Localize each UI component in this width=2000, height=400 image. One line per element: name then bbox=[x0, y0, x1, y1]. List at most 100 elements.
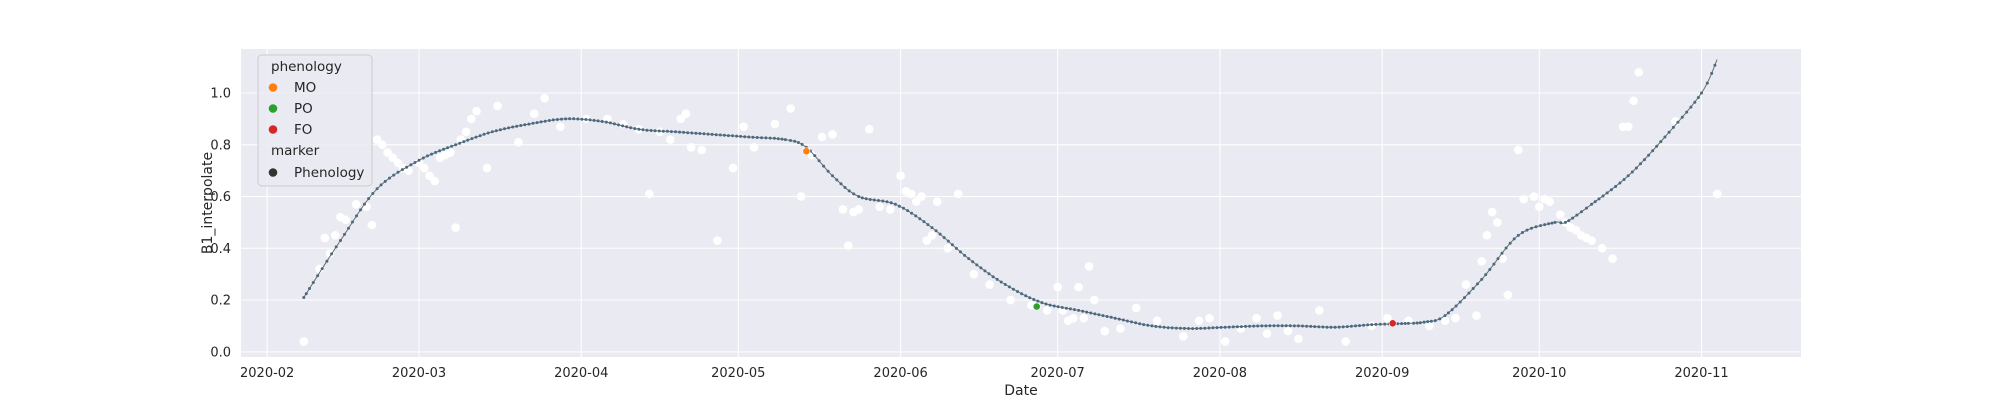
raw-point bbox=[446, 148, 455, 157]
curve-point bbox=[1215, 326, 1219, 330]
curve-point bbox=[826, 169, 830, 173]
curve-point bbox=[1634, 166, 1638, 170]
curve-point bbox=[1580, 210, 1583, 214]
raw-point bbox=[927, 231, 937, 240]
raw-point bbox=[728, 163, 738, 173]
curve-point bbox=[1305, 324, 1309, 328]
raw-point bbox=[713, 236, 722, 245]
raw-point bbox=[1498, 254, 1507, 263]
raw-point bbox=[843, 241, 853, 251]
curve-point bbox=[1077, 308, 1081, 312]
curve-point bbox=[450, 144, 454, 148]
curve-point bbox=[1325, 325, 1329, 329]
curve-point bbox=[1244, 324, 1247, 328]
curve-point bbox=[1396, 322, 1400, 326]
curve-point bbox=[531, 121, 535, 125]
curve-point bbox=[682, 130, 686, 134]
curve-point bbox=[555, 118, 559, 121]
curve-point bbox=[325, 259, 329, 263]
curve-point bbox=[470, 137, 474, 141]
raw-point bbox=[749, 143, 759, 152]
curve-point bbox=[458, 141, 462, 145]
curve-point bbox=[731, 134, 734, 138]
curve-point bbox=[1618, 181, 1622, 185]
curve-point bbox=[560, 117, 563, 121]
curve-point bbox=[600, 120, 604, 123]
curve-point bbox=[1516, 233, 1520, 237]
curve-point bbox=[625, 125, 629, 129]
curve-point bbox=[421, 156, 425, 160]
curve-point bbox=[914, 214, 918, 218]
curve-point bbox=[1403, 322, 1407, 325]
curve-point bbox=[1663, 135, 1667, 139]
curve-point bbox=[1301, 324, 1304, 328]
curve-point bbox=[302, 296, 306, 299]
curve-point bbox=[1559, 221, 1563, 225]
raw-point bbox=[1519, 194, 1528, 204]
curve-point bbox=[1643, 158, 1646, 162]
curve-point bbox=[1593, 200, 1597, 204]
raw-point bbox=[1477, 256, 1486, 266]
raw-point bbox=[1503, 290, 1513, 300]
curve-point bbox=[1195, 327, 1199, 330]
curve-point bbox=[535, 121, 539, 125]
curve-point bbox=[735, 134, 739, 138]
curve-point bbox=[572, 117, 576, 121]
curve-point bbox=[1162, 325, 1166, 329]
curve-point bbox=[1349, 324, 1353, 328]
curve-point bbox=[1626, 174, 1630, 178]
curve-point bbox=[706, 132, 710, 136]
curve-point bbox=[1534, 225, 1538, 229]
curve-point bbox=[847, 189, 851, 193]
curve-point bbox=[1341, 325, 1345, 329]
curve-point bbox=[1454, 304, 1458, 308]
legend-box bbox=[257, 54, 373, 187]
raw-point bbox=[325, 249, 335, 258]
curve-point bbox=[1446, 311, 1450, 315]
curve-point bbox=[375, 187, 379, 191]
raw-point bbox=[896, 171, 905, 181]
raw-point bbox=[556, 122, 565, 131]
curve-point bbox=[967, 257, 971, 261]
legend-label-mo: MO bbox=[294, 80, 316, 96]
raw-point bbox=[828, 130, 837, 139]
curve-point bbox=[942, 236, 946, 240]
raw-point bbox=[864, 124, 874, 134]
curve-point bbox=[1048, 303, 1052, 307]
curve-point bbox=[1052, 304, 1056, 308]
raw-point bbox=[1152, 316, 1162, 326]
curve-point bbox=[1630, 170, 1634, 174]
raw-point bbox=[1131, 303, 1141, 313]
curve-point bbox=[1256, 324, 1260, 328]
curve-point bbox=[1085, 310, 1089, 314]
curve-point bbox=[877, 199, 880, 202]
legend-dot-mo bbox=[268, 83, 278, 92]
curve-point bbox=[963, 253, 967, 257]
curve-point bbox=[1345, 325, 1349, 329]
raw-point bbox=[482, 163, 492, 173]
curve-point bbox=[1187, 327, 1190, 330]
curve-point bbox=[1492, 262, 1496, 266]
curve-point bbox=[641, 128, 645, 132]
curve-point bbox=[413, 161, 417, 164]
curve-point bbox=[975, 263, 979, 267]
curve-point bbox=[1563, 220, 1567, 224]
curve-point bbox=[400, 168, 404, 172]
raw-point bbox=[383, 148, 392, 157]
raw-point bbox=[388, 153, 398, 163]
curve-point bbox=[755, 136, 759, 139]
raw-point bbox=[1283, 326, 1293, 336]
curve-point bbox=[1288, 324, 1292, 328]
curve-point bbox=[1585, 206, 1588, 210]
curve-point bbox=[371, 192, 375, 195]
curve-point bbox=[1370, 323, 1374, 327]
curve-point bbox=[1530, 226, 1533, 230]
curve-point bbox=[1268, 324, 1272, 328]
curve-point bbox=[551, 118, 555, 122]
raw-point bbox=[315, 264, 324, 274]
curve-point bbox=[426, 154, 429, 158]
curve-point bbox=[1705, 81, 1709, 85]
curve-point bbox=[539, 120, 543, 124]
curve-point bbox=[726, 134, 730, 138]
